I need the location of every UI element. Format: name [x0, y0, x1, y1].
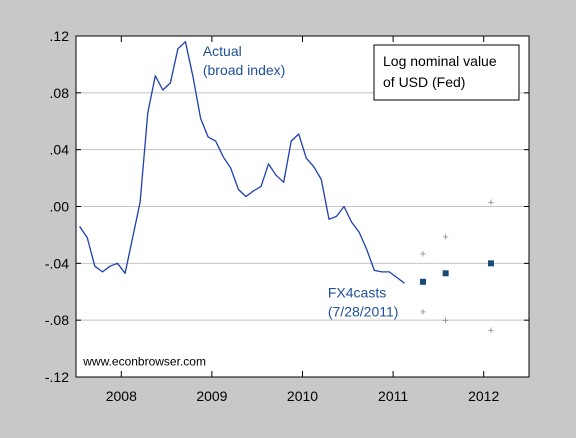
- series-layer: + + + + + +: [79, 41, 494, 337]
- forecast-point: [487, 260, 494, 267]
- range-marker: +: [420, 307, 426, 319]
- x-axis: 2008 2009 2010 2011 2012: [106, 36, 499, 404]
- plot-frame: [75, 35, 530, 378]
- legend-text: Log nominal value: [383, 53, 497, 69]
- annotation-actual: (broad index): [203, 62, 286, 78]
- x-tick-label: 2012: [468, 388, 499, 404]
- y-tick-label: -.08: [45, 312, 69, 328]
- range-marker: +: [442, 315, 448, 327]
- y-tick-label: -.12: [45, 369, 69, 385]
- legend-text: of USD (Fed): [383, 74, 465, 90]
- range-marker: +: [488, 197, 494, 209]
- x-tick-label: 2010: [287, 388, 318, 404]
- forecast-point: [419, 278, 426, 285]
- y-tick-label: .00: [50, 199, 70, 215]
- range-marker: +: [420, 248, 426, 260]
- x-tick-label: 2008: [106, 388, 137, 404]
- forecast-point: [442, 270, 449, 277]
- annotations-layer: Actual (broad index) FX4casts (7/28/2011) ww…: [82, 43, 398, 369]
- watermark-text: www.econbrowser.com: [82, 355, 206, 369]
- legend-box: [373, 44, 520, 101]
- y-tick-label: -.04: [45, 255, 69, 271]
- annotation-actual: Actual: [203, 43, 242, 59]
- annotation-fx4casts: (7/28/2011): [328, 303, 399, 319]
- actual-series-line: [79, 41, 405, 284]
- x-tick-label: 2011: [378, 388, 408, 404]
- x-tick-label: 2009: [196, 388, 227, 404]
- y-tick-label: .12: [50, 28, 70, 44]
- range-marker: +: [488, 325, 494, 337]
- y-tick-label: .08: [50, 85, 70, 101]
- annotation-fx4casts: FX4casts: [328, 284, 386, 300]
- range-marker: +: [442, 231, 448, 243]
- y-tick-label: .04: [50, 142, 70, 158]
- legend: Log nominal value of USD (Fed): [373, 44, 520, 101]
